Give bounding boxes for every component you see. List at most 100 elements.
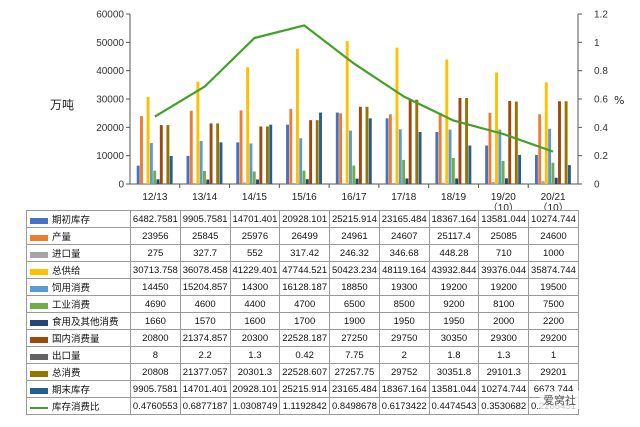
bar-7	[355, 178, 359, 184]
table-cell: 2000	[478, 312, 530, 330]
row-label: 工业消费	[26, 295, 131, 313]
bar-7	[405, 178, 409, 184]
bar-11	[219, 142, 223, 184]
bar-8	[159, 125, 163, 184]
bar-2	[538, 114, 542, 184]
bar-8	[558, 101, 561, 184]
bar-5	[548, 128, 552, 184]
bar-5	[249, 143, 253, 184]
bar-10	[514, 101, 518, 184]
legend-swatch	[30, 217, 48, 224]
bar-4	[395, 47, 399, 184]
bar-6	[203, 170, 206, 184]
bar-2	[388, 114, 392, 184]
table-cell: 29300	[478, 329, 530, 347]
table-cell: 6500	[329, 295, 380, 313]
table-row: 期末库存 9905.7581 14701.401 20928.101 25215.914…	[26, 380, 579, 398]
table-cell: 327.7	[179, 244, 231, 262]
table-cell: 48119.164	[378, 261, 430, 279]
table-cell: 14701.401	[229, 210, 281, 228]
legend-swatch	[30, 370, 48, 377]
table-cell: 23956	[130, 227, 181, 245]
bar-1	[335, 112, 339, 184]
legend-swatch	[30, 336, 48, 343]
table-cell: 19300	[378, 278, 430, 296]
table-cell: 4600	[179, 295, 231, 313]
table-row: 进口量 275 327.7 552 317.42 246.32 346.68 448.28 71…	[26, 244, 579, 262]
x-tick-label: （10）	[538, 202, 569, 210]
row-label-text: 期末库存	[52, 385, 91, 396]
row-label: 国内消费量	[26, 329, 131, 347]
table-cell: 275	[130, 244, 181, 262]
row-label: 食用及其他消费	[26, 312, 131, 330]
bar-1	[136, 165, 140, 184]
table-row: 总消费 20808 21377.057 20301.3 22528.607 27257.7…	[26, 363, 579, 381]
row-label-text: 库存消费比	[52, 402, 100, 413]
legend-swatch	[30, 285, 48, 292]
table-cell: 23165.484	[329, 380, 380, 398]
bar-11	[368, 118, 372, 184]
row-label-text: 总消费	[52, 368, 81, 379]
bar-4	[495, 72, 498, 184]
table-cell: 22528.187	[279, 329, 331, 347]
bar-3	[342, 183, 346, 184]
table-row: 产量 23956 25845 25976 26499 24961 24607 25117.4 2…	[26, 227, 579, 245]
table-cell: 29200	[528, 329, 579, 347]
bar-5	[299, 138, 303, 184]
table-cell: 27257.75	[329, 363, 380, 381]
legend-swatch	[30, 302, 48, 309]
table-cell: 25117.4	[428, 227, 480, 245]
row-label-text: 期初库存	[52, 215, 91, 226]
bar-1	[186, 155, 190, 184]
table-cell: 36078.458	[179, 261, 231, 279]
bar-1	[286, 124, 289, 184]
row-label-text: 工业消费	[52, 300, 91, 311]
table-cell: 30713.758	[130, 261, 181, 279]
table-cell: 43932.844	[428, 261, 480, 279]
x-tick-label: 20/21	[541, 192, 566, 203]
table-cell: 50423.234	[329, 261, 380, 279]
bar-7	[504, 178, 508, 184]
bar-4	[295, 48, 299, 184]
bar-4	[146, 96, 150, 184]
bar-11	[169, 155, 173, 184]
y-left-tick-label: 0	[118, 180, 124, 191]
table-cell: 18367.164	[378, 380, 430, 398]
bar-2	[289, 108, 293, 184]
table-cell: 20800	[130, 329, 181, 347]
table-cell: 16128.187	[279, 278, 331, 296]
bar-4	[544, 82, 548, 184]
table-cell: 346.68	[378, 244, 430, 262]
bar-10	[415, 99, 419, 184]
bar-10	[216, 123, 220, 184]
x-tick-label: 15/16	[292, 192, 317, 203]
y-right-tick-label: 0.8	[594, 66, 608, 77]
table-cell: 1660	[130, 312, 181, 330]
table-cell: 4700	[279, 295, 331, 313]
bar-3	[442, 182, 445, 184]
data-table: 期初库存 6482.7581 9905.7581 14701.401 20928.101…	[26, 210, 579, 415]
table-cell: 20928.101	[229, 380, 281, 398]
table-cell: 13581.044	[428, 380, 480, 398]
table-cell: 317.42	[279, 244, 331, 262]
table-cell: 0.6173422	[378, 397, 430, 415]
table-cell: 6482.7581	[130, 210, 181, 228]
bar-4	[345, 41, 349, 184]
table-row: 总供给 30713.758 36078.458 41229.401 47744.521 5…	[26, 261, 579, 279]
bar-5	[498, 129, 502, 184]
table-cell: 1.0308749	[229, 397, 281, 415]
bar-6	[302, 170, 306, 184]
table-cell: 19500	[528, 278, 579, 296]
table-cell: 29752	[378, 363, 430, 381]
bar-1	[485, 145, 489, 184]
table-row: 食用及其他消费 1660 1570 1600 1700 1900 1950 1950 2000 2…	[26, 312, 579, 330]
table-cell: 35874.744	[528, 261, 579, 279]
table-row: 出口量 8 2.2 1.3 0.42 7.75 2 1.8 1.3 1	[26, 346, 579, 364]
bar-5	[398, 129, 402, 184]
row-label-text: 饲用消费	[52, 283, 91, 294]
table-cell: 2.2	[179, 346, 231, 364]
table-cell: 25085	[478, 227, 530, 245]
table-cell: 8100	[478, 295, 530, 313]
table-cell: 25215.914	[279, 380, 331, 398]
row-label: 总消费	[26, 363, 131, 381]
